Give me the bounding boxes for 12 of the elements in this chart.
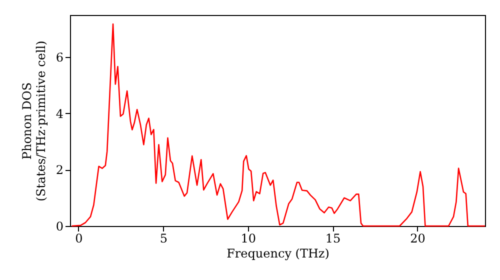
x-tick-label: 15: [325, 232, 341, 246]
line-series: [71, 23, 486, 227]
x-axis-title: Frequency (THz): [226, 246, 330, 260]
x-tick-label: 20: [410, 232, 426, 246]
y-axis-title: Phonon DOS (States/THz·primitive cell): [20, 40, 48, 202]
x-tick-label: 10: [240, 232, 256, 246]
x-tick-label: 0: [75, 232, 83, 246]
y-tick-label: 0: [56, 220, 64, 234]
x-tick-label: 5: [160, 232, 168, 246]
y-tick-label: 2: [56, 163, 64, 178]
y-tick-label: 6: [56, 50, 64, 65]
y-tick-label: 4: [56, 106, 64, 121]
